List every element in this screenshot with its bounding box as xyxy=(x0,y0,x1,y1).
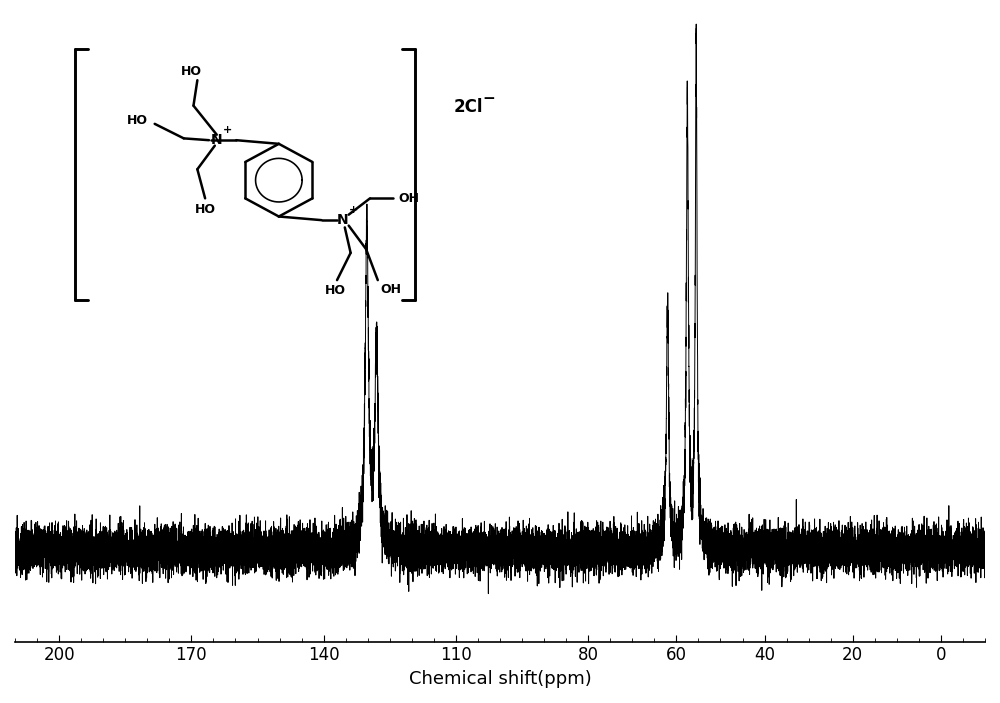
X-axis label: Chemical shift(ppm): Chemical shift(ppm) xyxy=(409,670,591,688)
